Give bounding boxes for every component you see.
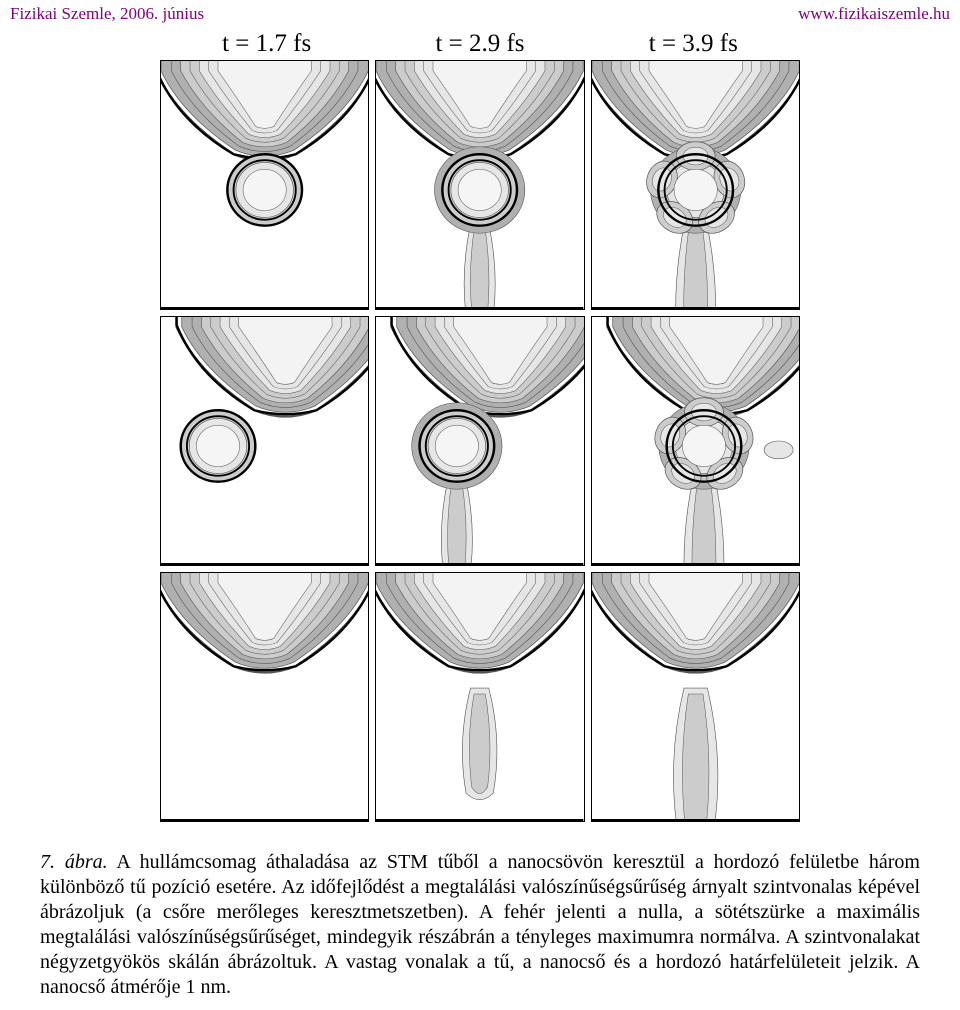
time-label: t = 1.7 fs [160, 30, 373, 58]
time-labels-row: t = 1.7 fs t = 2.9 fs t = 3.9 fs [160, 26, 800, 60]
page-header: Fizikai Szemle, 2006. június www.fizikai… [0, 0, 960, 26]
header-url: www.fizikaiszemle.hu [798, 4, 950, 24]
contour-panel [160, 60, 369, 310]
contour-panel [591, 572, 800, 822]
contour-panel [160, 316, 369, 566]
contour-panel [160, 572, 369, 822]
time-label: t = 3.9 fs [587, 30, 800, 58]
contour-panel [591, 316, 800, 566]
header-journal: Fizikai Szemle, 2006. június [10, 4, 204, 24]
contour-panel [375, 572, 584, 822]
caption-text: A hullámcsomag áthaladása az STM tűből a… [40, 851, 920, 998]
contour-panel [375, 60, 584, 310]
contour-panel [591, 60, 800, 310]
panel-grid [160, 60, 800, 822]
figure-caption: 7. ábra. A hullámcsomag áthaladása az ST… [0, 822, 960, 1010]
caption-number: 7. ábra. [40, 851, 108, 873]
time-label: t = 2.9 fs [373, 30, 586, 58]
figure: t = 1.7 fs t = 2.9 fs t = 3.9 fs [160, 26, 800, 822]
contour-panel [375, 316, 584, 566]
